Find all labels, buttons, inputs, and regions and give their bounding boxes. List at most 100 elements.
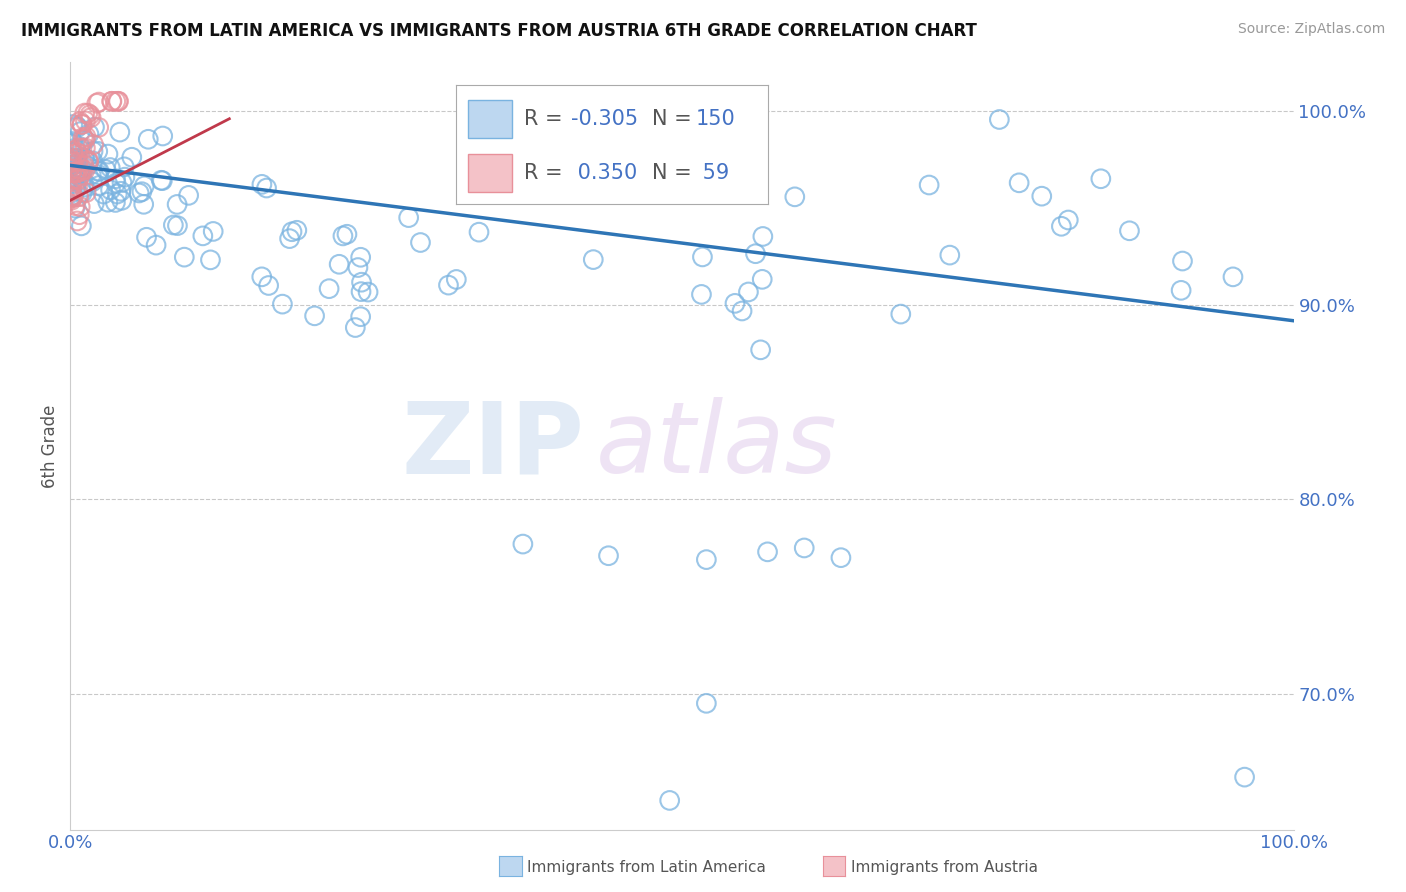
Point [1057, 213, 1080, 227]
Point [60, 189, 83, 203]
Point [107, 95, 129, 109]
Point [82, 145, 104, 159]
Point [131, 185, 153, 199]
Point [162, 218, 184, 232]
Point [756, 545, 779, 559]
Point [1233, 770, 1256, 784]
Point [66, 154, 89, 169]
Point [60, 145, 83, 159]
Point [890, 307, 912, 321]
Point [101, 95, 124, 109]
Point [97, 147, 120, 161]
Point [136, 132, 159, 146]
Point [87, 145, 110, 159]
Point [468, 225, 491, 239]
Point [202, 224, 225, 238]
Point [350, 285, 373, 299]
Point [70, 117, 93, 131]
Point [72, 186, 94, 200]
Point [737, 285, 759, 299]
Point [62, 188, 84, 202]
Point [70, 162, 93, 177]
Point [73, 151, 96, 165]
Point [281, 225, 304, 239]
Point [60, 191, 83, 205]
Point [87, 168, 110, 182]
Point [87, 178, 110, 193]
Point [344, 320, 367, 334]
Point [285, 223, 308, 237]
Point [60, 159, 83, 173]
Point [134, 178, 156, 193]
Point [582, 252, 605, 267]
Point [304, 309, 326, 323]
Point [1090, 171, 1112, 186]
Point [77, 154, 100, 169]
Point [87, 164, 110, 178]
Point [63, 166, 86, 180]
Point [65, 181, 87, 195]
Point [70, 161, 93, 176]
Point [437, 278, 460, 293]
Point [145, 238, 167, 252]
Point [150, 174, 173, 188]
Point [65, 119, 87, 133]
Point [63, 201, 86, 215]
Point [66, 175, 89, 189]
Point [173, 250, 195, 264]
Y-axis label: 6th Grade: 6th Grade [41, 404, 59, 488]
Point [73, 152, 96, 166]
Point [111, 176, 134, 190]
Point [271, 297, 294, 311]
Point [63, 199, 86, 213]
Point [60, 135, 83, 149]
Point [86, 96, 108, 111]
Point [939, 248, 962, 262]
Point [598, 549, 620, 563]
Point [104, 171, 127, 186]
Point [988, 112, 1011, 127]
Point [75, 114, 97, 128]
Point [108, 125, 131, 139]
Point [77, 155, 100, 169]
Point [692, 250, 714, 264]
Point [66, 145, 89, 160]
Point [1008, 176, 1031, 190]
Point [77, 127, 100, 141]
Point [69, 125, 91, 139]
Point [66, 180, 89, 194]
Point [80, 111, 103, 125]
Point [62, 177, 84, 191]
Point [75, 129, 97, 144]
Point [60, 185, 83, 199]
Point [132, 197, 155, 211]
Point [105, 187, 128, 202]
Point [87, 120, 110, 135]
Point [350, 310, 373, 324]
Text: Source: ZipAtlas.com: Source: ZipAtlas.com [1237, 22, 1385, 37]
Point [104, 176, 127, 190]
Text: ZIP: ZIP [401, 398, 583, 494]
Point [150, 173, 173, 187]
Point [60, 178, 83, 193]
Point [67, 141, 90, 155]
Point [751, 272, 773, 286]
Point [75, 133, 97, 147]
Point [783, 190, 806, 204]
Point [398, 211, 420, 225]
Point [77, 153, 100, 168]
Point [73, 178, 96, 192]
Point [350, 250, 373, 264]
Point [69, 139, 91, 153]
Point [87, 170, 110, 185]
Point [166, 197, 188, 211]
Point [250, 269, 273, 284]
Point [76, 159, 98, 173]
Point [89, 164, 111, 178]
Point [67, 172, 90, 186]
Point [200, 252, 222, 267]
Point [128, 186, 150, 200]
Point [104, 95, 127, 109]
Point [318, 282, 340, 296]
Point [278, 232, 301, 246]
